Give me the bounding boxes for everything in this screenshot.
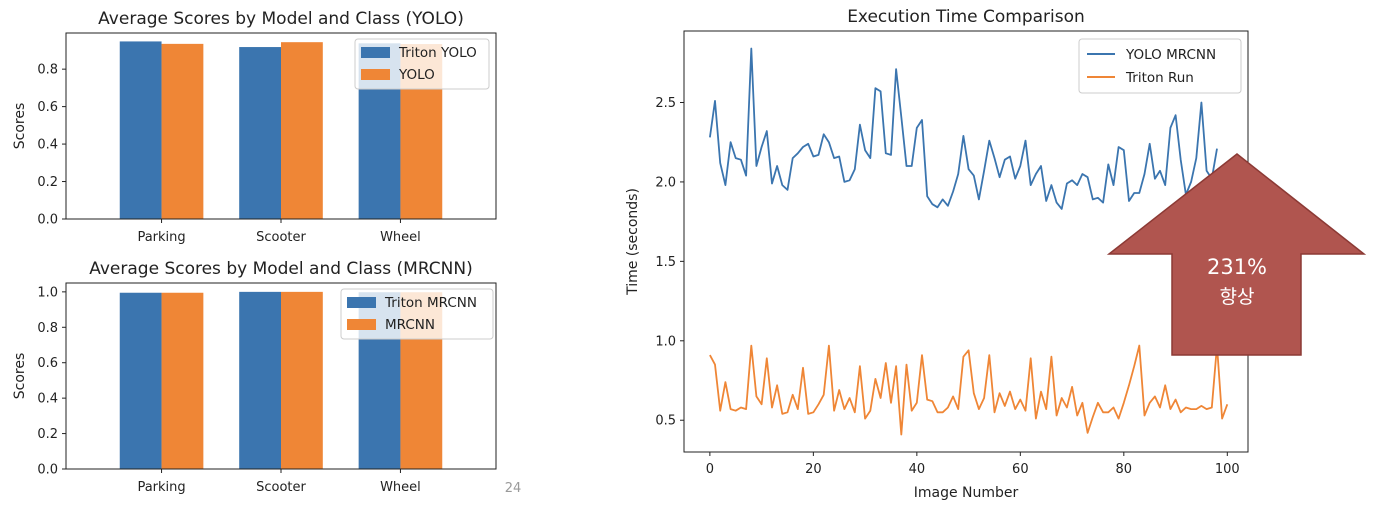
y-tick-label: 0.8 [37,321,58,336]
up-arrow-shape [1106,153,1367,356]
legend-label: Triton YOLO [398,45,477,61]
x-tick-label: Scooter [256,230,306,245]
x-tick-label: Parking [137,480,185,495]
x-tick-label: 80 [1116,462,1133,477]
legend-label: YOLO MRCNN [1125,47,1216,63]
legend-label: MRCNN [385,317,435,333]
x-tick-label: Wheel [380,230,421,245]
callout-percent: 231% [1207,255,1267,279]
page-number: 24 [505,481,522,496]
y-tick-label: 0.0 [37,463,58,478]
bar-mrcnn-scooter [281,291,323,469]
y-tick-label: 0.5 [655,414,676,429]
chart-title: Average Scores by Model and Class (YOLO) [98,9,464,29]
y-tick-label: 1.0 [655,334,676,349]
y-tick-label: 2.0 [655,175,676,190]
legend-swatch [361,69,390,80]
x-tick-label: Scooter [256,480,306,495]
x-tick-label: 60 [1012,462,1029,477]
bar-triton-yolo-scooter [239,47,281,219]
legend-swatch [347,319,376,330]
legend-box [340,288,494,340]
x-tick-label: 20 [805,462,822,477]
legend-label: Triton Run [1125,70,1194,86]
x-tick-label: 100 [1215,462,1240,477]
y-tick-label: 1.5 [655,255,676,270]
y-tick-label: 1.0 [37,285,58,300]
x-tick-label: Parking [137,230,185,245]
legend-swatch [361,47,390,58]
x-tick-label: 40 [909,462,926,477]
legend-swatch [347,297,376,308]
x-axis-label: Image Number [914,485,1019,501]
bar-triton-mrcnn-scooter [239,291,281,469]
y-tick-label: 0.2 [37,175,58,190]
y-axis-label: Time (seconds) [625,188,641,296]
y-tick-label: 0.4 [37,392,58,407]
plot-frame [65,282,497,470]
y-tick-label: 0.0 [37,213,58,228]
series-line-triton-run [709,344,1229,436]
line-chart-execution-time: Execution Time Comparison 0 20 40 60 80 100 0.5… [625,7,1249,501]
chart-title: Average Scores by Model and Class (MRCNN… [89,259,473,279]
bar-mrcnn-parking [161,292,204,469]
bar-chart-yolo: Average Scores by Model and Class (YOLO)… [12,9,497,245]
y-axis-label: Scores [12,103,28,150]
plot-frame [65,32,497,220]
y-tick-label: 0.6 [37,356,58,371]
y-axis-label: Scores [12,353,28,400]
y-tick-label: 0.4 [37,138,58,153]
improvement-callout-arrow: 231% 향상 [1106,153,1367,356]
callout-caption: 향상 [1220,286,1255,308]
y-tick-label: 0.6 [37,100,58,115]
bar-yolo-scooter [281,42,323,219]
y-tick-label: 2.5 [655,96,676,111]
x-tick-label: Wheel [380,480,421,495]
bar-chart-mrcnn: Average Scores by Model and Class (MRCNN… [12,259,497,495]
bar-yolo-parking [161,43,204,220]
legend-label: Triton MRCNN [384,295,477,311]
chart-title: Execution Time Comparison [847,7,1085,27]
y-tick-label: 0.8 [37,63,58,78]
legend-box [1078,38,1242,94]
series-line-yolo-mrcnn [709,47,1218,210]
y-tick-label: 0.2 [37,427,58,442]
bar-triton-yolo-parking [119,41,162,220]
bar-triton-mrcnn-parking [119,292,162,469]
x-tick-label: 0 [706,462,714,477]
legend-label: YOLO [398,67,435,83]
